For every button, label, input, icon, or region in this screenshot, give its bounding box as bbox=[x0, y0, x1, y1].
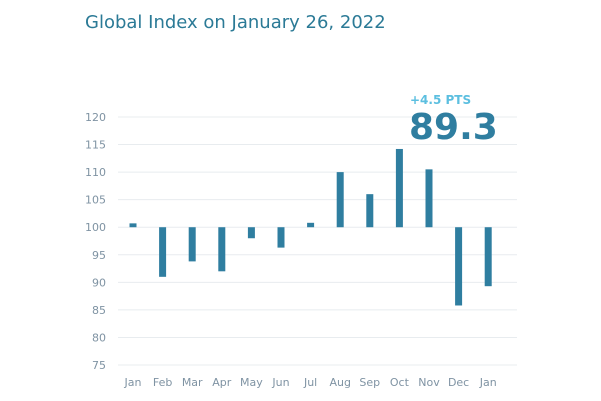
x-tick-label: Aug bbox=[329, 376, 350, 389]
bar bbox=[277, 227, 285, 248]
bar bbox=[366, 194, 374, 228]
y-tick-label: 100 bbox=[85, 221, 106, 234]
y-tick-label: 105 bbox=[85, 194, 106, 207]
bars bbox=[129, 148, 492, 306]
y-axis-ticks: 120 115 110 105 100 95 90 85 80 75 bbox=[85, 111, 106, 372]
y-tick-label: 80 bbox=[92, 331, 106, 344]
x-tick-label: Oct bbox=[390, 376, 410, 389]
x-tick-label: Apr bbox=[212, 376, 232, 389]
x-tick-label: Sep bbox=[359, 376, 380, 389]
callout-value: 89.3 bbox=[409, 107, 498, 148]
y-tick-label: 75 bbox=[92, 359, 106, 372]
x-tick-label: Jan bbox=[124, 376, 142, 389]
x-tick-label: Mar bbox=[182, 376, 203, 389]
x-axis-ticks: Jan Feb Mar Apr May Jun Jul Aug Sep Oct Nov Dec Jan bbox=[124, 376, 497, 389]
x-tick-label: Jan bbox=[479, 376, 497, 389]
grid bbox=[118, 116, 517, 366]
bar bbox=[484, 227, 492, 287]
bar bbox=[455, 227, 463, 306]
y-tick-label: 120 bbox=[85, 111, 106, 124]
x-tick-label: Feb bbox=[153, 376, 172, 389]
chart-title: Global Index on January 26, 2022 bbox=[85, 12, 386, 33]
bar bbox=[336, 172, 344, 228]
x-tick-label: Dec bbox=[448, 376, 469, 389]
bar bbox=[218, 227, 226, 272]
y-tick-label: 115 bbox=[85, 139, 106, 152]
x-tick-label: May bbox=[240, 376, 263, 389]
x-tick-label: Jul bbox=[303, 376, 317, 389]
callout-delta: +4.5 PTS bbox=[410, 93, 471, 107]
bar bbox=[129, 223, 137, 228]
y-tick-label: 95 bbox=[92, 249, 106, 262]
y-tick-label: 85 bbox=[92, 304, 106, 317]
bar bbox=[188, 227, 196, 262]
y-tick-label: 110 bbox=[85, 166, 106, 179]
bar bbox=[425, 169, 433, 228]
bar bbox=[247, 227, 255, 239]
bar bbox=[395, 148, 403, 228]
x-tick-label: Jun bbox=[271, 376, 289, 389]
bar bbox=[159, 227, 167, 277]
y-tick-label: 90 bbox=[92, 276, 106, 289]
x-tick-label: Nov bbox=[418, 376, 440, 389]
bar bbox=[307, 222, 315, 228]
